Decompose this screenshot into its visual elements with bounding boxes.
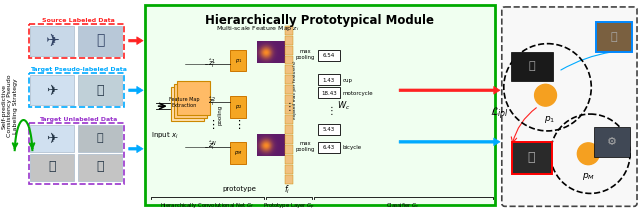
FancyBboxPatch shape	[285, 115, 293, 124]
Text: Input $x_i$: Input $x_i$	[151, 131, 179, 141]
FancyBboxPatch shape	[230, 96, 246, 118]
Text: max
pooling: max pooling	[295, 141, 315, 152]
Text: Source Labeled Data: Source Labeled Data	[42, 18, 115, 23]
Text: Prototype Layer $G_p$: Prototype Layer $G_p$	[263, 201, 315, 212]
FancyBboxPatch shape	[285, 95, 293, 104]
Text: $\hat{z}_i^2$: $\hat{z}_i^2$	[208, 96, 217, 109]
Text: bicycle: bicycle	[342, 145, 362, 150]
Text: $f_i$: $f_i$	[284, 183, 290, 196]
Circle shape	[577, 143, 599, 165]
Text: Self-predictive
Consistency Pseudo
Labeling Strategy: Self-predictive Consistency Pseudo Label…	[1, 75, 18, 137]
FancyBboxPatch shape	[512, 142, 552, 174]
Text: Multi-scale Feature Map $z_i$: Multi-scale Feature Map $z_i$	[216, 24, 299, 33]
Text: Hierarchically Convolutional Net $G_f$: Hierarchically Convolutional Net $G_f$	[161, 201, 255, 210]
FancyBboxPatch shape	[285, 85, 293, 94]
FancyBboxPatch shape	[318, 124, 340, 135]
FancyBboxPatch shape	[78, 75, 122, 105]
Text: Classifier $G_c$: Classifier $G_c$	[387, 201, 420, 210]
Text: 18.43: 18.43	[321, 91, 337, 96]
Text: ⋮: ⋮	[207, 120, 218, 130]
FancyBboxPatch shape	[318, 87, 340, 98]
FancyBboxPatch shape	[285, 155, 293, 164]
Text: $p_2$: $p_2$	[235, 103, 242, 111]
FancyBboxPatch shape	[285, 145, 293, 154]
FancyBboxPatch shape	[285, 175, 293, 183]
Text: 🔧: 🔧	[97, 84, 104, 97]
FancyBboxPatch shape	[318, 142, 340, 153]
Text: 🏍: 🏍	[611, 32, 618, 42]
FancyBboxPatch shape	[595, 127, 630, 157]
Text: 6.43: 6.43	[323, 145, 335, 150]
Text: 5.43: 5.43	[323, 128, 335, 132]
FancyBboxPatch shape	[285, 65, 293, 74]
Text: max
pooling: max pooling	[295, 49, 315, 60]
FancyBboxPatch shape	[31, 125, 74, 152]
Text: 6.54: 6.54	[323, 53, 335, 58]
Text: $p_M$: $p_M$	[582, 171, 595, 182]
FancyBboxPatch shape	[285, 75, 293, 84]
FancyBboxPatch shape	[285, 165, 293, 174]
FancyBboxPatch shape	[177, 81, 211, 115]
Text: ⋮: ⋮	[284, 102, 294, 112]
Text: prototype: prototype	[222, 186, 256, 192]
Text: 🏍: 🏍	[528, 61, 535, 71]
Text: ✈: ✈	[47, 131, 58, 145]
FancyBboxPatch shape	[78, 26, 122, 56]
FancyBboxPatch shape	[285, 125, 293, 134]
Text: 🏍: 🏍	[528, 151, 536, 164]
Text: pooling: pooling	[218, 105, 223, 125]
FancyBboxPatch shape	[502, 7, 637, 206]
FancyBboxPatch shape	[318, 74, 340, 85]
Text: $W_c$: $W_c$	[337, 100, 351, 112]
Text: ✈: ✈	[47, 83, 58, 97]
Text: $\hat{z}_i^N$: $\hat{z}_i^N$	[208, 140, 217, 153]
Text: $p_M$: $p_M$	[234, 149, 243, 157]
FancyBboxPatch shape	[31, 26, 74, 56]
Text: ⋮: ⋮	[233, 120, 244, 130]
FancyBboxPatch shape	[511, 52, 552, 81]
FancyBboxPatch shape	[230, 50, 246, 71]
FancyBboxPatch shape	[285, 135, 293, 144]
Text: $p_1$: $p_1$	[235, 56, 242, 64]
Text: $p_1$: $p_1$	[544, 114, 555, 125]
Text: Target Unlabeled Data: Target Unlabeled Data	[39, 117, 117, 122]
Text: 🚂: 🚂	[97, 160, 104, 173]
Text: Feature Map
Extraction: Feature Map Extraction	[170, 97, 200, 108]
FancyBboxPatch shape	[171, 87, 205, 121]
Text: ⚙: ⚙	[607, 137, 617, 147]
Text: expand max per feature(s): expand max per feature(s)	[293, 60, 297, 119]
Text: cup: cup	[342, 78, 353, 83]
FancyBboxPatch shape	[285, 56, 293, 64]
FancyBboxPatch shape	[31, 154, 74, 181]
FancyBboxPatch shape	[318, 50, 340, 61]
FancyBboxPatch shape	[78, 125, 122, 152]
FancyBboxPatch shape	[285, 26, 293, 35]
FancyBboxPatch shape	[78, 154, 122, 181]
FancyBboxPatch shape	[285, 36, 293, 45]
FancyBboxPatch shape	[31, 75, 74, 105]
Text: $\mathcal{L}_{ipl}$: $\mathcal{L}_{ipl}$	[490, 106, 509, 122]
Text: $\hat{z}_i^1$: $\hat{z}_i^1$	[208, 58, 217, 71]
Text: ⋮: ⋮	[327, 106, 337, 116]
Text: Hierarchically Prototypical Module: Hierarchically Prototypical Module	[205, 14, 435, 27]
Circle shape	[534, 84, 556, 106]
Text: 1.43: 1.43	[323, 78, 335, 83]
FancyBboxPatch shape	[596, 22, 632, 52]
Text: 🏍: 🏍	[97, 133, 104, 143]
FancyBboxPatch shape	[173, 84, 207, 118]
FancyBboxPatch shape	[285, 46, 293, 55]
FancyBboxPatch shape	[230, 142, 246, 164]
Text: Target Pseudo-labeled Data: Target Pseudo-labeled Data	[30, 67, 127, 73]
Text: 🚗: 🚗	[49, 160, 56, 173]
FancyBboxPatch shape	[145, 5, 495, 205]
Text: 🏍: 🏍	[96, 34, 104, 48]
Text: motorcycle: motorcycle	[342, 91, 373, 96]
Text: ✈: ✈	[45, 32, 60, 50]
FancyBboxPatch shape	[285, 105, 293, 114]
